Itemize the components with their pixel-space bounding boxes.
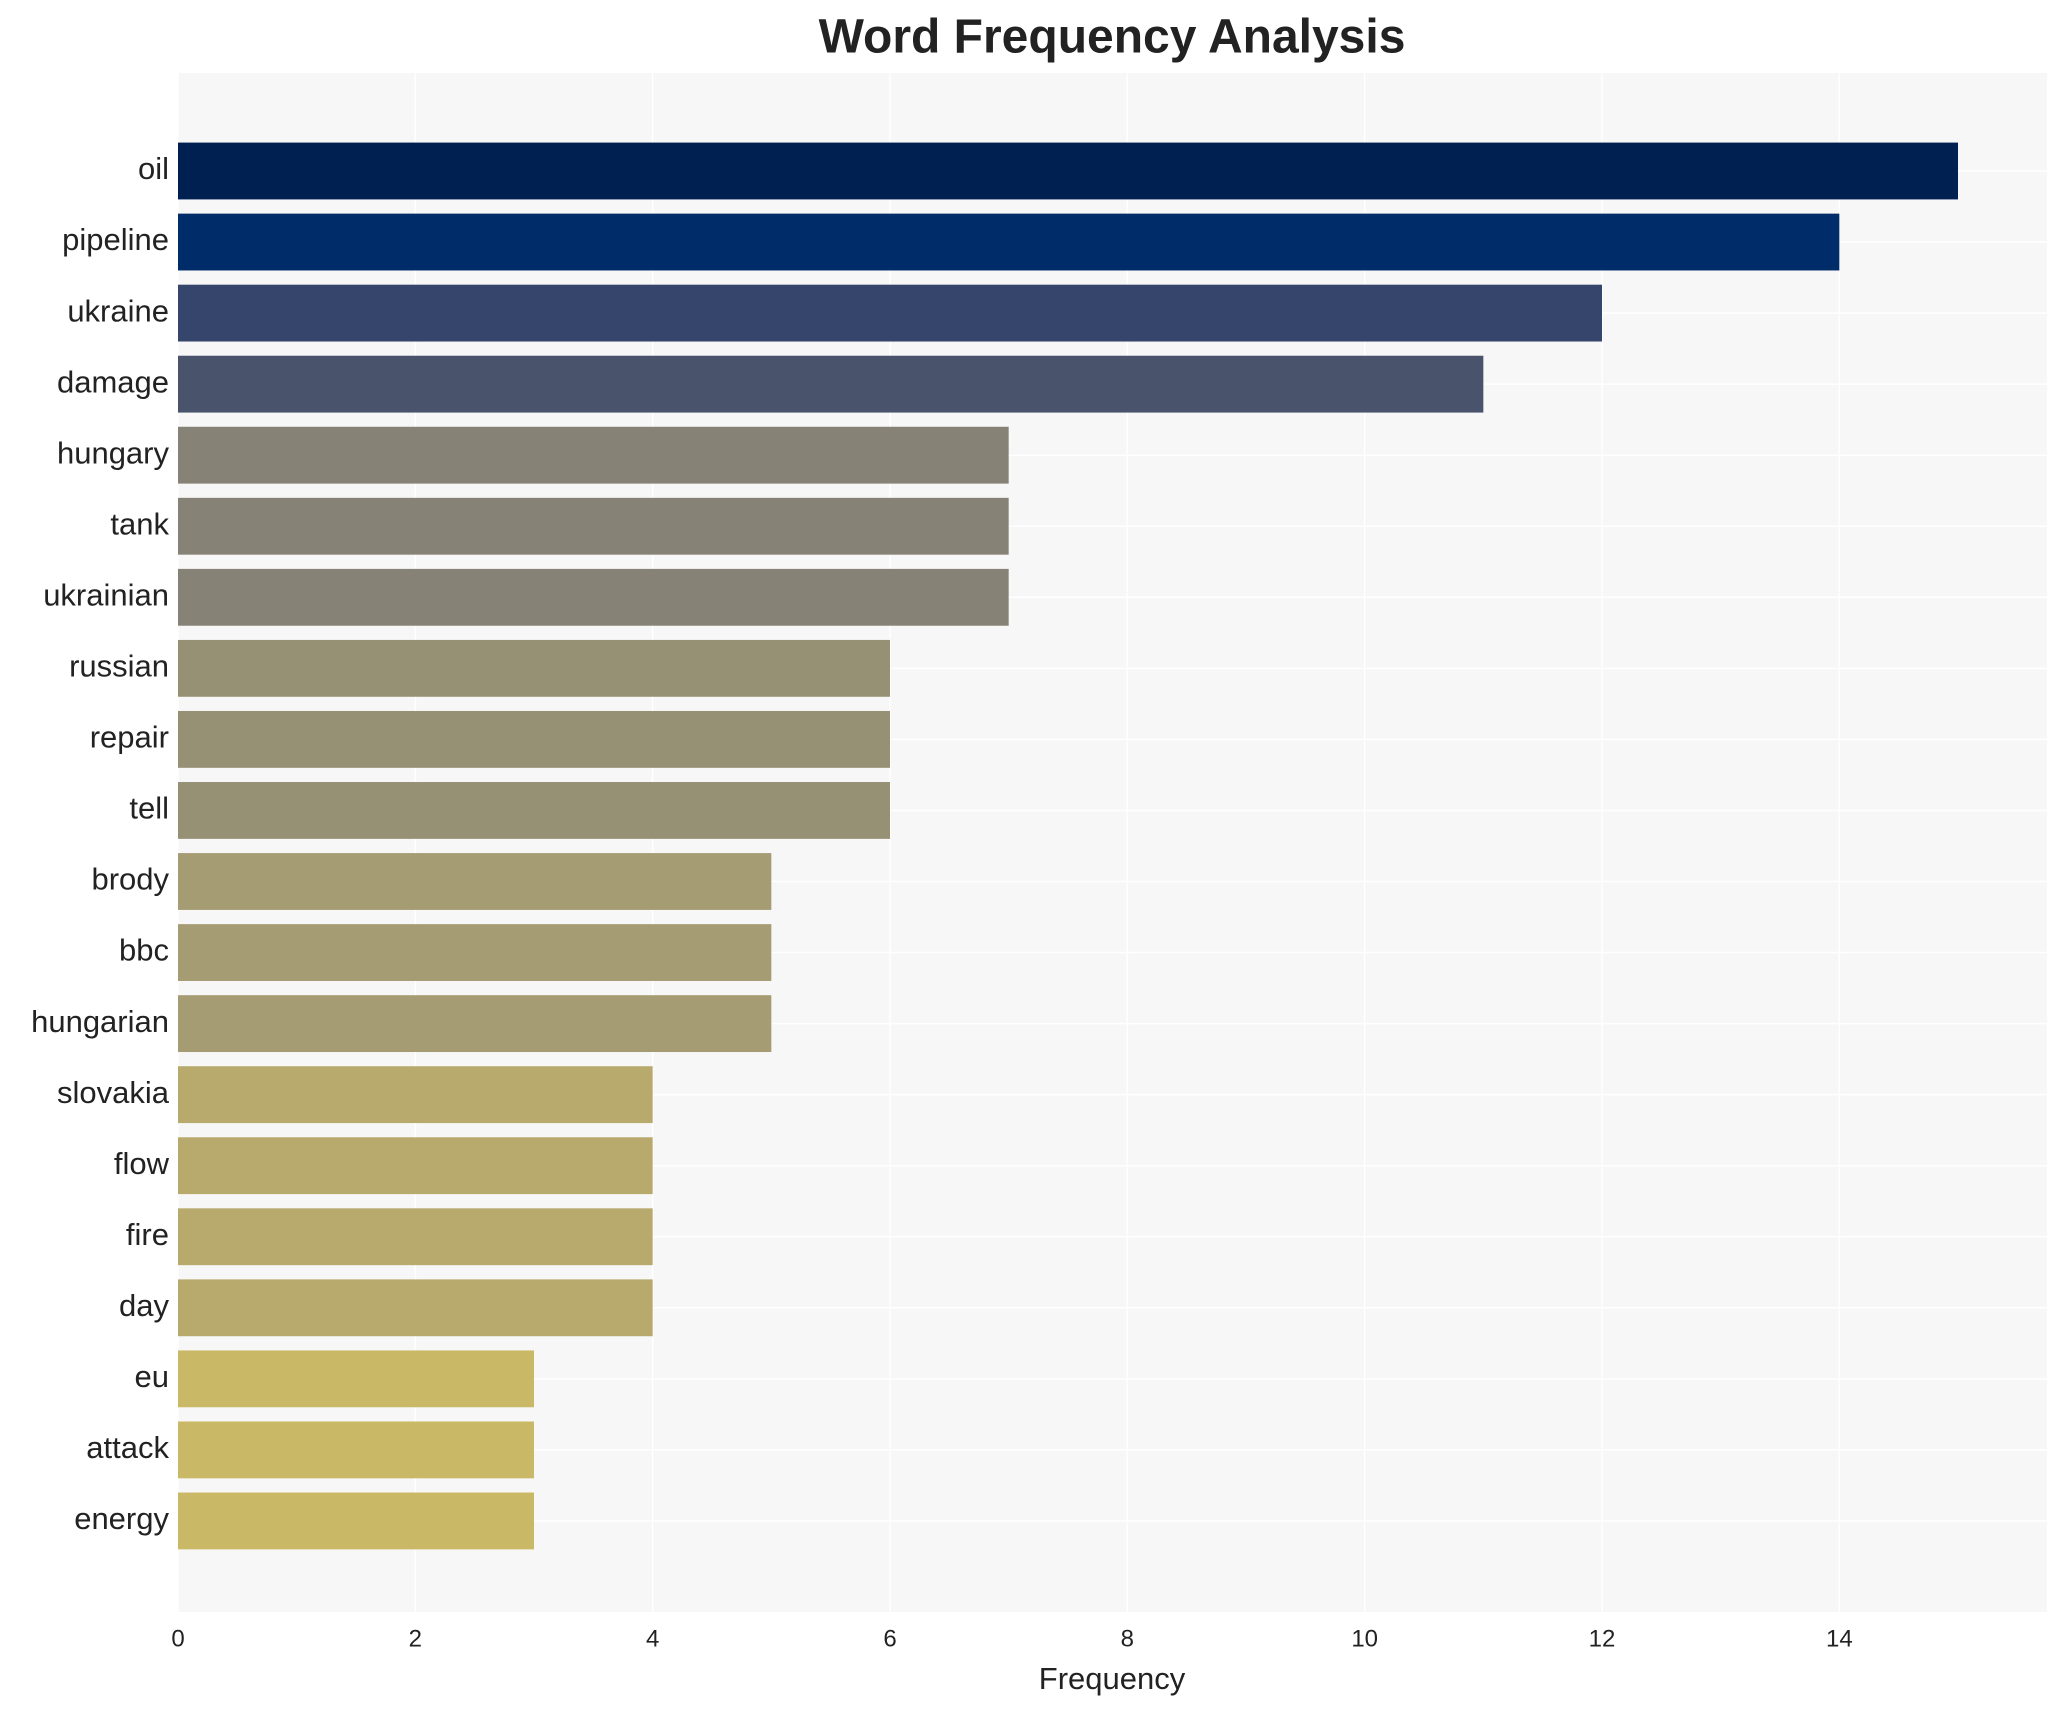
y-tick-label: repair — [90, 720, 169, 755]
bar — [178, 1279, 653, 1337]
bar — [178, 924, 772, 981]
y-tick-label: day — [119, 1288, 169, 1323]
x-tick-label: 12 — [1589, 1625, 1616, 1652]
bar — [178, 782, 890, 839]
y-tick-label: bbc — [119, 933, 169, 968]
bar — [178, 213, 1840, 271]
bar — [178, 1421, 534, 1479]
bar — [178, 853, 772, 910]
y-tick-label: russian — [69, 649, 169, 684]
bar — [178, 1066, 653, 1124]
y-tick-label: slovakia — [57, 1075, 170, 1110]
y-tick-label: tank — [110, 506, 169, 541]
y-tick-label: damage — [57, 364, 169, 399]
y-tick-label: oil — [138, 151, 169, 186]
y-tick-label: eu — [135, 1359, 169, 1394]
y-tick-label: tell — [129, 791, 169, 826]
bar — [178, 1492, 534, 1550]
y-tick-label: ukraine — [67, 293, 169, 328]
y-tick-label: attack — [86, 1430, 169, 1465]
bar — [178, 426, 1009, 484]
bar — [178, 142, 1958, 200]
y-tick-label: fire — [126, 1217, 169, 1252]
y-tick-label: energy — [74, 1501, 169, 1536]
x-tick-label: 10 — [1351, 1625, 1378, 1652]
bar — [178, 284, 1602, 342]
bar — [178, 355, 1484, 413]
bar — [178, 1350, 534, 1408]
bar — [178, 568, 1009, 626]
y-tick-label: brody — [91, 862, 169, 897]
bar — [178, 639, 890, 697]
x-tick-label: 4 — [646, 1625, 659, 1652]
y-tick-label: flow — [114, 1146, 170, 1181]
x-tick-label: 2 — [409, 1625, 422, 1652]
bar — [178, 1137, 653, 1195]
x-tick-label: 0 — [171, 1625, 184, 1652]
bar — [178, 497, 1009, 555]
x-tick-label: 6 — [883, 1625, 896, 1652]
bar — [178, 1208, 653, 1266]
x-tick-label: 14 — [1826, 1625, 1853, 1652]
bar — [178, 710, 890, 768]
x-axis-label: Frequency — [1039, 1661, 1186, 1696]
y-tick-label: pipeline — [62, 222, 169, 257]
y-tick-label: ukrainian — [43, 577, 169, 612]
y-tick-label: hungarian — [31, 1004, 169, 1039]
x-tick-label: 8 — [1121, 1625, 1134, 1652]
bar — [178, 995, 772, 1053]
y-tick-label: hungary — [57, 435, 170, 470]
chart-title: Word Frequency Analysis — [819, 11, 1406, 64]
